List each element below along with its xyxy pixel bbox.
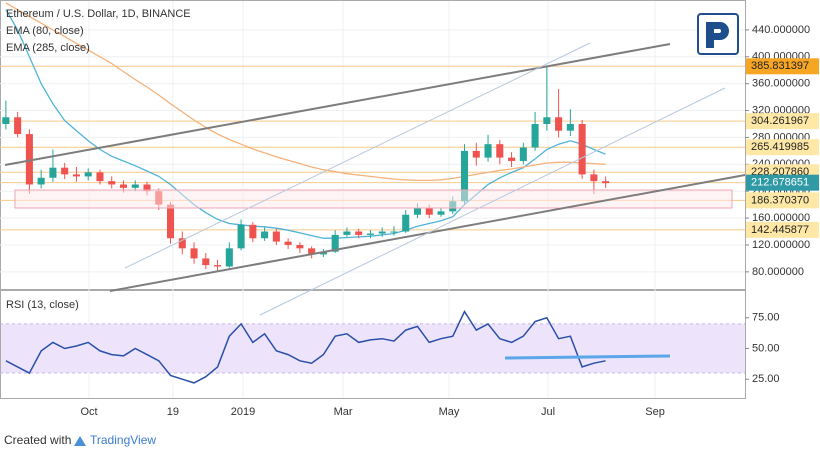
- level-tag: [746, 192, 819, 209]
- y-tick-label: 120.000000: [752, 239, 810, 251]
- rsi-band: [1, 323, 745, 374]
- ema-line: [5, 9, 606, 239]
- rsi-tick-label: 50.00: [752, 342, 780, 354]
- logo: [697, 13, 739, 55]
- trend-line: [4, 43, 671, 166]
- candle-body: [566, 123, 574, 131]
- chart-title: Ethereum / U.S. Dollar, 1D, BINANCE: [6, 8, 191, 20]
- price-pane: [0, 0, 746, 290]
- candle-body: [72, 174, 80, 177]
- candle-body: [237, 224, 245, 249]
- candle-body: [143, 184, 151, 192]
- candle-body: [131, 184, 139, 188]
- level-tag: [746, 139, 819, 156]
- level-tag: [746, 221, 819, 238]
- support-zone: [14, 189, 733, 209]
- candle-body: [214, 265, 222, 267]
- candle-body: [425, 208, 433, 215]
- logo-mark: [706, 22, 729, 48]
- y-tick-label: 160.000000: [752, 212, 810, 224]
- candle-body: [166, 204, 175, 239]
- channel-line: [124, 42, 591, 269]
- level-tag: [746, 58, 819, 75]
- candle-body: [119, 184, 128, 188]
- candle-body: [437, 211, 445, 215]
- level-label: 212.678651: [751, 177, 809, 189]
- candle-body: [319, 251, 327, 255]
- x-tick-label: 2019: [231, 406, 255, 418]
- candle-body: [272, 231, 280, 242]
- candle-body: [602, 181, 610, 184]
- x-tick-label: Oct: [80, 406, 97, 418]
- level-label: 385.831397: [751, 60, 809, 72]
- candle-body: [249, 224, 257, 239]
- candle-body: [61, 167, 69, 175]
- candle-body: [331, 234, 339, 252]
- x-tick-label: 19: [167, 406, 179, 418]
- rsi-pane: [0, 290, 746, 399]
- candle-body: [543, 117, 551, 124]
- candle-body: [2, 117, 10, 124]
- candle-body: [484, 144, 492, 158]
- candle-body: [96, 172, 104, 182]
- candle-body: [590, 174, 598, 182]
- ema-line: [5, 2, 606, 182]
- level-tag: [746, 174, 819, 191]
- x-tick-label: May: [439, 406, 460, 418]
- candle-body: [25, 134, 33, 185]
- candle-body: [190, 248, 198, 259]
- candle-body: [508, 157, 516, 161]
- candle-body: [178, 238, 186, 249]
- candle-body: [202, 258, 210, 266]
- rsi-tick-label: 25.00: [752, 373, 780, 385]
- candle-body: [308, 248, 316, 255]
- candle-body: [284, 241, 292, 245]
- legend-entry: EMA (285, close): [6, 42, 90, 54]
- candle-body: [531, 123, 539, 148]
- candle-body: [84, 172, 92, 177]
- x-tick-label: Mar: [334, 406, 353, 418]
- rsi-title: RSI (13, close): [6, 299, 79, 311]
- y-tick-label: 80.000000: [752, 266, 804, 278]
- y-tick-label: 440.000000: [752, 24, 810, 36]
- legend-entry: EMA (80, close): [6, 25, 84, 37]
- candle-body: [261, 231, 269, 239]
- rsi-line: [5, 310, 606, 384]
- footer-brand: TradingView: [90, 433, 156, 447]
- x-tick-label: Jul: [541, 406, 555, 418]
- candle-body: [37, 177, 45, 185]
- candle-body: [49, 167, 57, 178]
- x-tick-label: Sep: [645, 406, 665, 418]
- candle-body: [296, 244, 304, 249]
- rsi-trend-line: [504, 354, 671, 360]
- candle-body: [402, 214, 410, 232]
- channel-line: [259, 87, 726, 316]
- level-label: 186.370370: [751, 194, 809, 206]
- y-tick-label: 360.000000: [752, 78, 810, 90]
- candle-body: [519, 147, 527, 161]
- candle-body: [366, 233, 374, 235]
- candle-body: [343, 231, 351, 235]
- candle-body: [555, 117, 563, 131]
- candle-body: [355, 231, 363, 235]
- footer-text: Created with: [4, 433, 71, 447]
- candle-body: [390, 231, 398, 233]
- candle-body: [14, 117, 22, 135]
- level-tag: [746, 113, 819, 130]
- candle-body: [460, 150, 469, 202]
- candle-body: [578, 123, 586, 175]
- rsi-tick-label: 75.00: [752, 312, 780, 324]
- candle-body: [496, 144, 504, 158]
- candle-body: [472, 150, 480, 158]
- candle-body: [413, 208, 422, 215]
- candle-body: [108, 181, 116, 185]
- candle-body: [225, 248, 233, 267]
- level-label: 142.445877: [751, 224, 809, 236]
- level-label: 304.261967: [751, 115, 809, 127]
- level-label: 265.419985: [751, 141, 809, 153]
- brand-icon: [74, 436, 86, 446]
- candle-body: [378, 231, 386, 234]
